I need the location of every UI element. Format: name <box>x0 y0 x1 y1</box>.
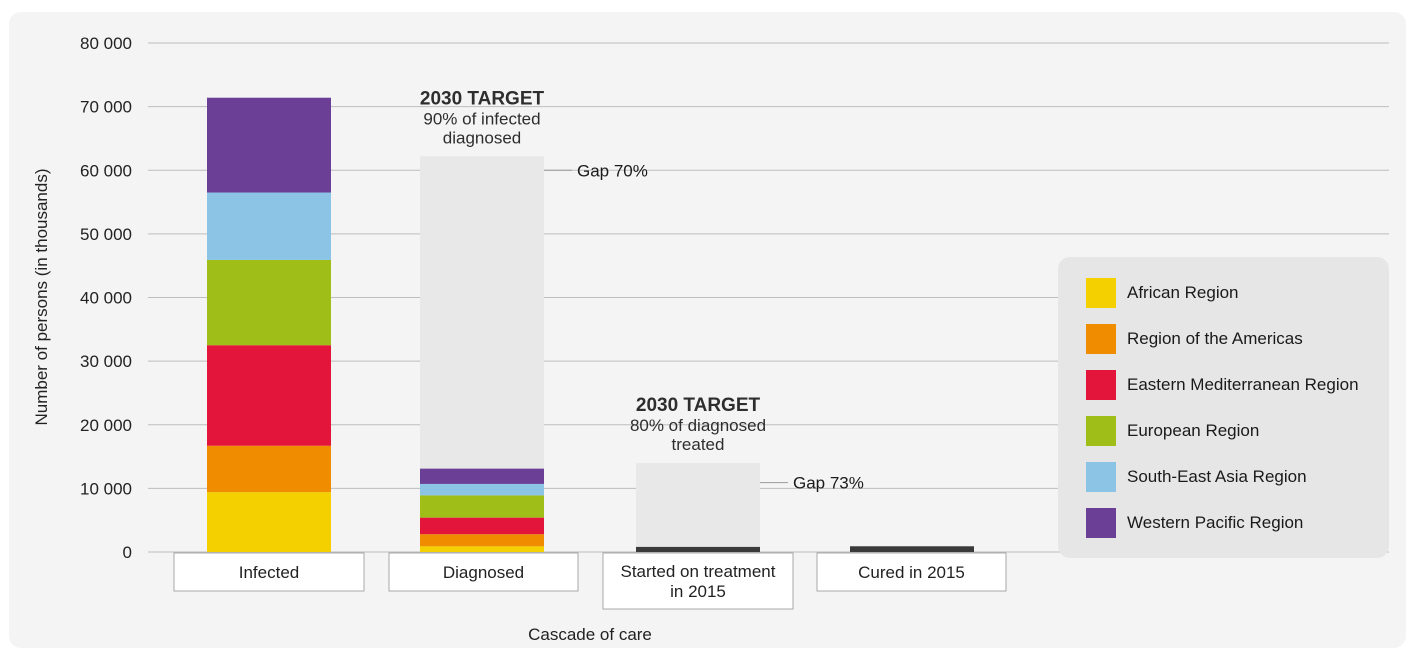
legend-item: South-East Asia Region <box>1086 462 1307 492</box>
y-axis-label: Number of persons (in thousands) <box>32 168 51 425</box>
category-label: Infected <box>239 563 300 582</box>
legend-label: Western Pacific Region <box>1127 513 1304 532</box>
y-tick-label: 50 000 <box>80 225 132 244</box>
target-title: 2030 TARGET <box>420 88 545 109</box>
gap-label: Gap 70% <box>577 161 648 180</box>
legend-label: European Region <box>1127 421 1260 440</box>
bar-segment <box>207 192 331 260</box>
target-text: diagnosed <box>443 128 521 147</box>
legend-label: Region of the Americas <box>1127 329 1303 348</box>
bar-segment <box>207 97 331 193</box>
y-tick-label: 10 000 <box>80 479 132 498</box>
bar-segment <box>420 495 544 518</box>
bar-segment <box>420 517 544 535</box>
x-axis-label: Cascade of care <box>528 625 652 644</box>
legend-label: South-East Asia Region <box>1127 467 1307 486</box>
legend-swatch <box>1086 278 1116 308</box>
gap-label: Gap 73% <box>793 474 864 493</box>
legend-item: Region of the Americas <box>1086 324 1303 354</box>
legend-swatch <box>1086 462 1116 492</box>
legend-item: African Region <box>1086 278 1239 308</box>
bar-segment <box>207 445 331 493</box>
legend-swatch <box>1086 508 1116 538</box>
target-text: 90% of infected <box>423 109 540 128</box>
target-text: 80% of diagnosed <box>630 416 766 435</box>
bar-segment <box>420 534 544 547</box>
bar-segment <box>207 492 331 552</box>
bar-segment <box>420 483 544 496</box>
legend-item: European Region <box>1086 416 1259 446</box>
y-tick-label: 30 000 <box>80 352 132 371</box>
y-tick-label: 0 <box>123 543 132 562</box>
legend-swatch <box>1086 370 1116 400</box>
legend-label: African Region <box>1127 283 1239 302</box>
target-bar <box>636 462 760 552</box>
category-box <box>173 552 365 592</box>
y-tick-label: 40 000 <box>80 289 132 308</box>
category-label: in 2015 <box>670 582 726 601</box>
y-tick-label: 70 000 <box>80 98 132 117</box>
category-label: Cured in 2015 <box>858 563 965 582</box>
category-box <box>388 552 579 592</box>
target-title: 2030 TARGET <box>636 395 761 416</box>
y-tick-label: 60 000 <box>80 161 132 180</box>
legend-item: Western Pacific Region <box>1086 508 1303 538</box>
y-tick-label: 80 000 <box>80 34 132 53</box>
bar-segment <box>207 259 331 346</box>
bar-segment <box>207 345 331 446</box>
category-box <box>602 552 794 610</box>
total-bar <box>850 546 974 552</box>
category-label: Diagnosed <box>443 563 524 582</box>
bar-segment <box>420 546 544 552</box>
total-bar <box>636 546 760 552</box>
target-text: treated <box>672 435 725 454</box>
bar-segment <box>420 468 544 484</box>
legend-swatch <box>1086 324 1116 354</box>
legend: African Region Region of the Americas East… <box>1058 257 1389 558</box>
category-label: Started on treatment <box>621 562 776 581</box>
legend-swatch <box>1086 416 1116 446</box>
category-box <box>816 552 1007 592</box>
legend-item: Eastern Mediterranean Region <box>1086 370 1359 400</box>
y-tick-label: 20 000 <box>80 416 132 435</box>
legend-label: Eastern Mediterranean Region <box>1127 375 1359 394</box>
